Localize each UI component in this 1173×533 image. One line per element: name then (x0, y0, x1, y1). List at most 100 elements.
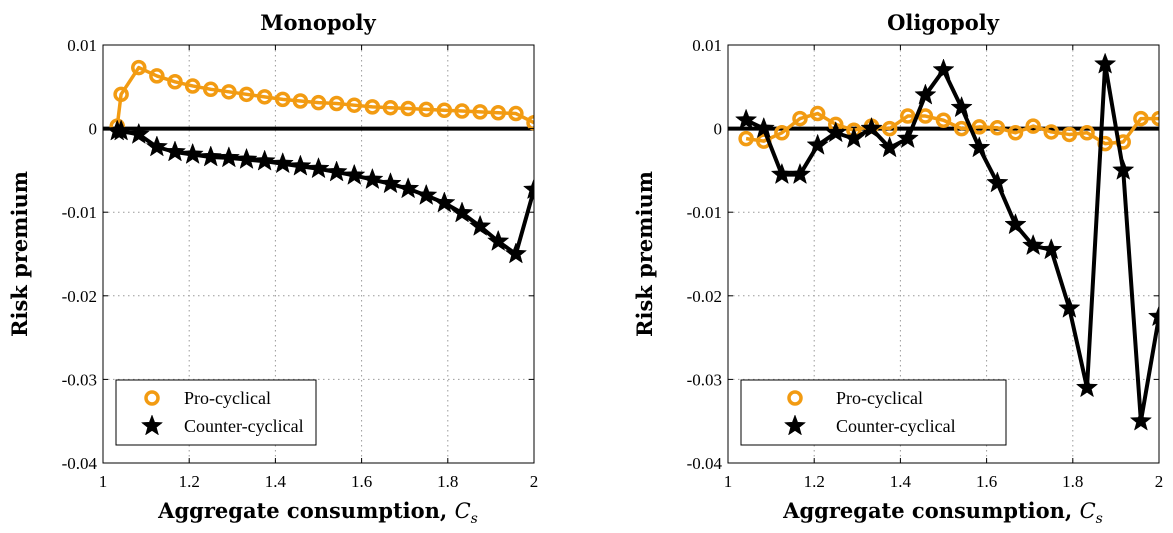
legend-label-pro-cyclical: Pro-cyclical (836, 388, 923, 408)
data-point (472, 104, 488, 120)
y-tick-label: -0.01 (687, 203, 722, 222)
data-point (113, 86, 129, 103)
y-tick-label: -0.03 (62, 370, 97, 389)
data-point (274, 91, 291, 108)
data-point (289, 154, 312, 176)
chart-panel-oligopoly: 1 1.2 1.4 1.6 1.8 2 -0.04 -0.03 -0.02 -0.01 0 0.01… (632, 10, 1164, 527)
data-point (950, 95, 973, 118)
data-point (235, 147, 258, 170)
legend-label-pro-cyclical: Pro-cyclical (184, 388, 271, 408)
data-point (1043, 124, 1059, 140)
data-point (181, 142, 204, 164)
plot-frame (727, 44, 1160, 464)
data-point (1007, 125, 1024, 141)
x-axis-label-text: Aggregate consumption, (157, 498, 454, 523)
x-tick-label: 1.2 (804, 472, 825, 491)
data-point (343, 163, 366, 185)
data-point (487, 229, 510, 251)
y-tick-label: -0.03 (687, 370, 722, 389)
data-point (109, 119, 133, 141)
data-point (989, 120, 1006, 136)
data-point (1025, 118, 1041, 134)
legend-star-marker (140, 414, 164, 436)
data-point (986, 171, 1009, 193)
data-point (382, 99, 399, 116)
data-point (292, 93, 309, 109)
data-point (824, 121, 847, 143)
data-point (450, 201, 474, 223)
data-point (325, 160, 348, 182)
data-point (914, 83, 937, 105)
legend: Pro-cyclical Counter-cyclical (740, 379, 1007, 446)
data-point (256, 89, 273, 105)
data-point (454, 103, 470, 119)
legend-circle-marker (144, 390, 160, 406)
y-tick-label: 0 (714, 120, 723, 139)
y-tick-labels: -0.04 -0.03 -0.02 -0.01 0 0.01 (62, 36, 98, 473)
data-point (792, 110, 808, 127)
series-circle (109, 59, 534, 134)
data-point (1079, 125, 1095, 141)
x-tick-label: 1 (99, 472, 108, 491)
data-point (418, 101, 434, 118)
legend-circle-marker (787, 390, 803, 406)
data-point (1004, 213, 1027, 235)
series-line (115, 65, 534, 127)
data-point (738, 130, 754, 147)
data-point (770, 162, 794, 185)
data-point (145, 135, 169, 157)
series-star (734, 52, 1159, 431)
x-tick-label: 1.2 (179, 472, 200, 491)
data-point (1093, 52, 1117, 74)
data-point (1061, 126, 1078, 143)
data-point (397, 177, 420, 199)
data-point (788, 162, 812, 185)
y-tick-label: -0.02 (62, 287, 97, 306)
data-point (203, 81, 219, 98)
data-point (307, 157, 330, 179)
data-point (199, 145, 222, 167)
x-tick-label: 1.4 (265, 472, 287, 491)
data-point (328, 95, 345, 112)
data-point (127, 122, 150, 144)
legend-label-counter-cyclical: Counter-cyclical (184, 416, 304, 436)
y-tick-label: 0.01 (67, 36, 97, 55)
legend-box (740, 379, 1007, 446)
data-point (1112, 158, 1135, 180)
data-point (400, 100, 416, 117)
chart-title: Monopoly (260, 10, 376, 35)
x-axis-label-symbol: C (455, 499, 471, 523)
data-point (508, 105, 524, 122)
data-point (968, 136, 991, 158)
data-point (1133, 110, 1149, 127)
data-point (1151, 110, 1159, 127)
data-point (310, 94, 327, 111)
x-tick-label: 1.8 (1062, 472, 1083, 491)
chart-title: Oligopoly (887, 10, 1000, 35)
data-point (468, 214, 492, 236)
series-layer (734, 52, 1159, 431)
legend-marker-pro-cyclical (144, 390, 160, 406)
legend-star-marker (783, 414, 807, 436)
data-point (131, 59, 147, 76)
y-tick-label: -0.02 (687, 287, 722, 306)
data-point (971, 119, 988, 135)
data-point (1022, 233, 1045, 256)
data-point (932, 58, 955, 80)
data-point (881, 120, 898, 137)
data-point (1058, 296, 1081, 318)
x-tick-labels: 1 1.2 1.4 1.6 1.8 2 (724, 472, 1164, 491)
x-axis-label-subscript: s (471, 511, 478, 527)
legend-marker-pro-cyclical (787, 390, 803, 406)
data-point (1075, 376, 1099, 398)
x-axis-label-text: Aggregate consumption, (782, 498, 1079, 523)
data-point (806, 133, 829, 155)
data-point (935, 112, 952, 128)
x-axis-label: Aggregate consumption, Cs (157, 498, 478, 527)
tick-marks (727, 44, 1160, 464)
y-tick-label: -0.04 (687, 454, 723, 473)
data-point (436, 102, 453, 118)
y-tick-label: 0 (89, 120, 98, 139)
data-point (163, 140, 187, 162)
